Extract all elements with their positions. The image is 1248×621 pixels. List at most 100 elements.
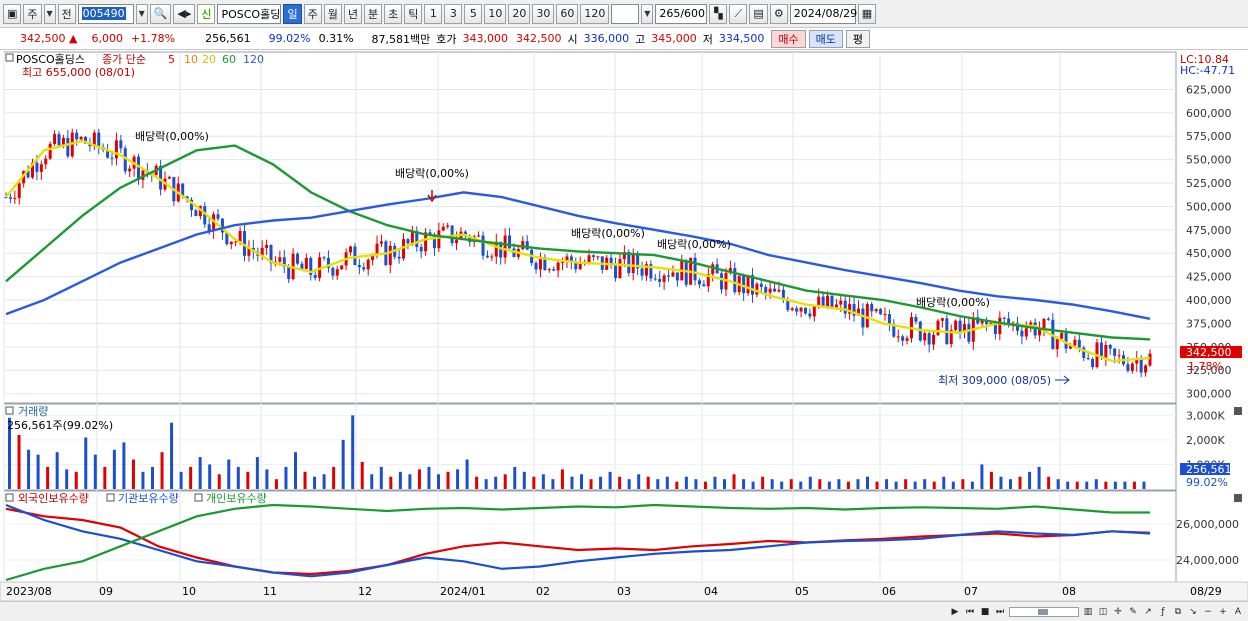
interval-dropdown-icon[interactable]: ▼ xyxy=(641,3,654,24)
sell-button[interactable]: 매도 xyxy=(808,29,843,48)
main-toolbar: ▣ 주 ▼ 전 005490 ▼ 🔍 ◀▸ 신 POSCO홀딩스 일 주 월 년… xyxy=(0,0,1248,28)
arrow-icon[interactable]: ↘ xyxy=(1189,606,1197,617)
high-label: 고 xyxy=(635,32,646,46)
scroll-stop-icon[interactable]: ■ xyxy=(980,606,990,617)
open-label: 시 xyxy=(567,32,578,46)
candle-body xyxy=(8,197,12,199)
count-input[interactable]: 265/600 xyxy=(655,3,708,24)
crosshair-icon[interactable]: ✛ xyxy=(1114,606,1122,617)
volume-bar xyxy=(313,476,317,489)
candle-body xyxy=(631,254,635,274)
custom-interval-input[interactable] xyxy=(611,3,640,24)
candle-body xyxy=(1007,318,1011,325)
volume-bar xyxy=(932,481,936,489)
interval-month[interactable]: 월 xyxy=(323,3,342,24)
volume-bar xyxy=(560,469,564,489)
candle-body xyxy=(1042,318,1046,330)
volume-bar xyxy=(36,454,40,489)
speaker-icon[interactable]: ◀▸ xyxy=(173,3,196,24)
date-input[interactable]: 2024/08/29 xyxy=(789,3,857,24)
volume-pane-close-icon[interactable] xyxy=(1234,407,1242,415)
candle-body xyxy=(556,262,560,271)
search-icon[interactable]: 🔍 xyxy=(149,3,172,24)
candle-body xyxy=(216,214,220,219)
evaluate-button[interactable]: 평 xyxy=(845,29,871,48)
stock-code-input[interactable]: 005490 xyxy=(77,3,134,24)
gear-icon[interactable]: ⚙ xyxy=(769,3,788,24)
window-menu-icon[interactable]: ▣ xyxy=(3,3,22,24)
font-size-icon[interactable]: A xyxy=(1234,606,1242,617)
indicator-icon[interactable]: ƒ xyxy=(1161,606,1165,617)
multiplier-10[interactable]: 10 xyxy=(484,3,507,24)
calendar-icon[interactable]: ▦ xyxy=(857,3,877,24)
volume-bar xyxy=(389,476,393,489)
interval-minute[interactable]: 분 xyxy=(363,3,383,24)
multiplier-20[interactable]: 20 xyxy=(508,3,531,24)
volume-bar xyxy=(189,466,193,489)
period-type-select[interactable]: 주 xyxy=(23,3,42,24)
line-tool-icon[interactable]: ⟋ xyxy=(729,3,748,24)
candle-body xyxy=(141,170,145,180)
candle-body xyxy=(1113,348,1117,356)
interval-year[interactable]: 년 xyxy=(343,3,362,24)
candle-body xyxy=(561,261,565,263)
scroll-last-icon[interactable]: ⏭ xyxy=(995,606,1005,617)
scroll-right-icon[interactable]: ▶ xyxy=(951,606,959,617)
candle-body xyxy=(649,264,653,279)
volume-bar xyxy=(513,466,517,489)
volume-bar xyxy=(360,462,364,489)
stock-name-field[interactable]: POSCO홀딩스 xyxy=(217,3,282,24)
interval-tick[interactable]: 틱 xyxy=(404,3,423,24)
dividend-note-3: 배당락(0,00%) xyxy=(571,227,645,240)
volume-bar xyxy=(808,476,812,489)
high-price: 345,000 xyxy=(651,32,697,45)
chart-type-icon[interactable]: ▥ xyxy=(1083,606,1093,617)
legend-box-icon[interactable] xyxy=(5,53,14,62)
candle-body xyxy=(591,255,595,257)
candle-body xyxy=(494,241,498,257)
candle-body xyxy=(446,225,450,227)
code-dropdown-icon[interactable]: ▼ xyxy=(135,3,148,24)
volume-bar xyxy=(684,476,688,489)
zoom-slider-thumb[interactable] xyxy=(1038,608,1048,615)
compare-icon[interactable]: ◫ xyxy=(1098,606,1108,617)
chart-navigation-bar: ▶ ⏮ ■ ⏭ ▥ ◫ ✛ ✎ ↗ ƒ ⧉ ↘ − + A xyxy=(0,601,1248,621)
volume-legend-box-icon[interactable] xyxy=(5,406,14,415)
chart-tools-icon[interactable]: ▚ xyxy=(709,3,728,24)
candle-body xyxy=(1024,328,1028,337)
multiplier-5[interactable]: 5 xyxy=(464,3,483,24)
prev-button[interactable]: 전 xyxy=(57,3,76,24)
buy-button[interactable]: 매수 xyxy=(771,29,806,48)
price-pane xyxy=(3,51,1177,404)
multiplier-30[interactable]: 30 xyxy=(532,3,555,24)
chevron-down-icon[interactable]: ▼ xyxy=(43,3,56,24)
copy-icon[interactable]: ⧉ xyxy=(1174,606,1182,617)
stock-chart[interactable]: 625,000 600,000 575,000 550,000 525,000 500,0… xyxy=(0,50,1248,601)
volume-bar xyxy=(284,466,288,489)
multiplier-1[interactable]: 1 xyxy=(424,3,443,24)
zoom-slider[interactable] xyxy=(1009,606,1079,617)
holdings-pane-close-icon[interactable] xyxy=(1234,494,1242,502)
multiplier-60[interactable]: 60 xyxy=(556,3,579,24)
chart-canvas[interactable]: 625,000 600,000 575,000 550,000 525,000 500,0… xyxy=(0,50,1248,601)
multiplier-120[interactable]: 120 xyxy=(580,3,610,24)
interval-day[interactable]: 일 xyxy=(283,3,302,24)
multiplier-3[interactable]: 3 xyxy=(444,3,463,24)
volume-bar xyxy=(370,474,374,489)
price-tick-label: 600,000 xyxy=(1186,107,1232,120)
save-icon[interactable]: ▤ xyxy=(749,3,768,24)
x-axis-band xyxy=(0,581,1248,601)
zoom-in-icon[interactable]: + xyxy=(1219,606,1227,617)
interval-week[interactable]: 주 xyxy=(303,3,322,24)
candle-body xyxy=(508,235,512,249)
volume-bar xyxy=(427,466,431,489)
trend-icon[interactable]: ↗ xyxy=(1144,606,1152,617)
holdings-legend-box-icon[interactable] xyxy=(5,493,14,502)
interval-second[interactable]: 초 xyxy=(384,3,403,24)
volume-bar xyxy=(970,481,974,489)
drawing-icon[interactable]: ✎ xyxy=(1129,606,1137,617)
zoom-out-icon[interactable]: − xyxy=(1204,606,1212,617)
scroll-first-icon[interactable]: ⏮ xyxy=(965,606,975,617)
candle-body xyxy=(932,334,936,345)
candle-body xyxy=(799,307,803,312)
